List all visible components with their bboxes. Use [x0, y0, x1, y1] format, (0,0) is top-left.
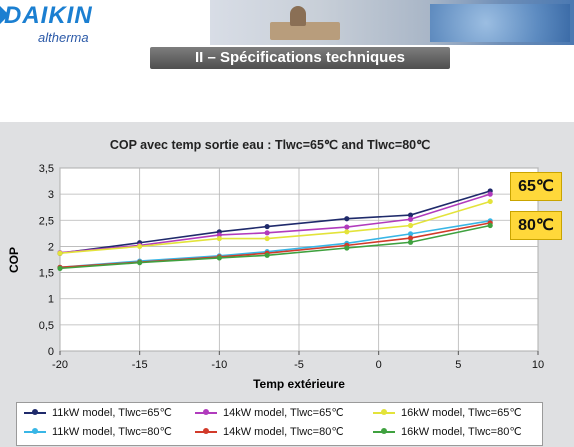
axes: 0 0,5 1 1,5 2 2,5 3 3,5 -20 -15 -10 -5 0 5 10: [39, 163, 544, 371]
data-point-s1-2: [216, 232, 222, 238]
y-tick-label: 0: [48, 346, 54, 358]
legend-label: 11kW model, Tlwc=80℃: [52, 426, 172, 438]
x-tick-label: -20: [52, 359, 68, 371]
x-tick-label: 0: [376, 359, 382, 371]
x-tick-label: 10: [532, 359, 544, 371]
legend-swatch-dot: [203, 409, 209, 415]
data-point-s5-6: [487, 222, 493, 229]
data-point-s0-5: [407, 212, 414, 218]
y-tick-label: 2,5: [39, 215, 54, 227]
y-tick-label: 1: [48, 294, 54, 306]
legend-label: 14kW model, Tlwc=80℃: [223, 426, 344, 438]
chart-title: COP avec temp sortie eau : Tlwc=65℃ and …: [109, 138, 431, 152]
section-title-bar: II – Spécifications techniques: [150, 47, 450, 69]
data-point-s2-2: [216, 235, 222, 242]
x-tick-label: -10: [211, 359, 227, 371]
data-point-s1-4: [344, 224, 350, 230]
section-title: II – Spécifications techniques: [194, 49, 406, 66]
y-tick-label: 3: [48, 189, 54, 201]
data-point-s0-4: [344, 216, 350, 222]
legend-label: 14kW model, Tlwc=65℃: [223, 407, 344, 419]
y-tick-label: 0,5: [39, 320, 54, 332]
legend-swatch-dot: [381, 409, 387, 415]
data-point-s2-0: [57, 250, 63, 256]
x-tick-label: 5: [455, 359, 461, 371]
product-name: altherma: [38, 30, 89, 45]
daikin-logo-triangle-icon: [0, 6, 9, 24]
y-tick-label: 2: [48, 241, 54, 253]
photo-person: [290, 6, 306, 26]
series-points: [57, 188, 493, 271]
header-banner: DAIKIN altherma: [0, 0, 574, 45]
chart-legend: 11kW model, Tlwc=65℃ 14kW model, Tlwc=65℃…: [16, 402, 543, 446]
legend-label: 11kW model, Tlwc=65℃: [52, 407, 172, 419]
x-tick-label: -5: [294, 359, 304, 371]
badge-65: 65℃: [510, 172, 562, 201]
photo-world-map: [430, 4, 570, 42]
brand-logo: DAIKIN: [4, 2, 93, 29]
data-point-s2-5: [407, 222, 414, 229]
data-point-s0-3: [264, 223, 270, 230]
legend-swatch-dot: [203, 428, 209, 434]
banner-photo: [210, 0, 574, 45]
data-point-s1-5: [407, 216, 414, 222]
data-point-s5-1: [137, 260, 143, 266]
data-point-s2-6: [487, 198, 493, 205]
photo-desk: [270, 22, 340, 40]
data-point-s2-1: [137, 243, 143, 250]
data-point-s5-2: [216, 255, 222, 261]
x-axis-label: Temp extérieure: [253, 377, 345, 391]
data-point-s1-6: [487, 191, 493, 197]
y-tick-label: 1,5: [39, 268, 54, 280]
x-tick-label: -15: [132, 359, 148, 371]
data-point-s5-3: [264, 252, 270, 258]
data-point-s4-5: [407, 235, 414, 241]
legend-swatch-dot: [32, 409, 38, 415]
data-point-s5-4: [344, 245, 350, 251]
y-tick-label: 3,5: [39, 163, 54, 175]
data-point-s2-4: [344, 229, 350, 235]
data-point-s3-5: [407, 231, 414, 237]
legend-label: 16kW model, Tlwc=65℃: [401, 407, 522, 419]
data-point-s1-3: [264, 230, 270, 236]
y-axis-label: COP: [7, 247, 21, 273]
legend-swatch-dot: [32, 428, 38, 434]
data-point-s5-0: [57, 265, 63, 271]
data-point-s5-5: [407, 239, 414, 245]
data-point-s2-3: [264, 235, 270, 242]
legend-swatch-dot: [381, 428, 387, 434]
badge-80: 80℃: [510, 211, 562, 240]
legend-label: 16kW model, Tlwc=80℃: [401, 426, 522, 438]
